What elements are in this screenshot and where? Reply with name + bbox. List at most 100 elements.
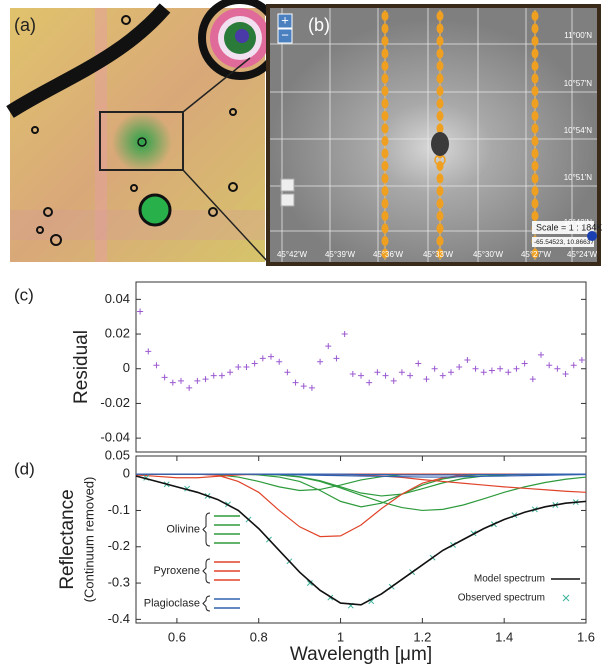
- y-axis-label: Residual: [71, 330, 92, 404]
- track-dot: [531, 186, 539, 196]
- residual-point: [137, 308, 144, 315]
- component-band: [136, 473, 586, 476]
- scale-box: [532, 221, 594, 234]
- residual-point: [521, 360, 528, 367]
- track-dot: [381, 111, 389, 121]
- residual-point: [227, 369, 234, 376]
- residual-point: [333, 355, 340, 362]
- residual-point: [472, 365, 479, 372]
- track-dot: [531, 86, 539, 96]
- x-tick-label: 1.2: [413, 629, 431, 644]
- residual-point: [300, 383, 307, 390]
- zoom-box: [99, 111, 184, 171]
- track-dot: [381, 23, 389, 34]
- residual-point: [456, 364, 463, 370]
- track-dot: [436, 61, 444, 71]
- residual-point: [284, 369, 291, 376]
- legend-brace: [202, 558, 211, 584]
- residual-point: [529, 376, 536, 383]
- residual-point: [439, 372, 446, 379]
- track-dot: [531, 148, 539, 159]
- residual-point: [358, 372, 364, 379]
- track-dot: [531, 73, 539, 84]
- tool-button[interactable]: [280, 178, 295, 192]
- residual-point: [513, 365, 520, 372]
- panel-b: (b) + − Scale = 1 : 184K -65.54523, 10.8…: [266, 4, 602, 266]
- observed-point: [306, 580, 313, 587]
- cursor-box: [532, 237, 594, 247]
- track-dot: [436, 36, 444, 46]
- track-dot: [436, 173, 444, 184]
- track-dot: [531, 161, 539, 171]
- lon-label: 45°24'W: [567, 250, 598, 259]
- track-dot: [436, 236, 444, 246]
- residual-point: [374, 369, 381, 376]
- y-tick-label: -0.4: [108, 611, 130, 626]
- track-dot: [381, 11, 389, 21]
- y-tick-label: 0.02: [105, 325, 130, 340]
- track-dot: [531, 211, 539, 221]
- y-tick-label: -0.2: [108, 538, 130, 553]
- zoom-in[interactable]: [277, 13, 293, 29]
- legend-brace: [202, 595, 211, 612]
- x-tick-label: 0.6: [168, 629, 186, 644]
- y-tick-label: -0.02: [100, 395, 130, 410]
- zoom-out[interactable]: [277, 28, 293, 44]
- lat-label: 10°51'N: [564, 173, 593, 182]
- track-dot: [436, 11, 444, 21]
- crater: [112, 112, 172, 172]
- lon-label: 45°30'W: [473, 250, 504, 259]
- residual-point: [292, 379, 299, 386]
- crater: [431, 132, 449, 156]
- track-dot: [436, 23, 444, 34]
- residual-point: [268, 353, 274, 360]
- panel-label: (d): [14, 459, 35, 478]
- panel-label: (a): [14, 15, 36, 35]
- track-dot: [531, 61, 539, 71]
- residual-point: [178, 377, 184, 384]
- track-dot: [531, 98, 539, 109]
- track-dot: [381, 223, 389, 234]
- scale-text: Scale = 1 : 184K: [536, 222, 602, 232]
- track-dot: [531, 248, 539, 259]
- crater: [138, 193, 172, 227]
- residual-point: [390, 377, 397, 384]
- component-legend-label: Pyroxene: [154, 565, 200, 577]
- track-dot: [381, 98, 389, 109]
- track-dot: [436, 186, 444, 196]
- track-dot: [381, 161, 389, 171]
- lon-label: 45°27'W: [521, 250, 552, 259]
- y-tick-label: -0.1: [108, 502, 130, 517]
- zoom-out-label[interactable]: −: [281, 27, 289, 42]
- component-legend-label: Olivine: [166, 523, 200, 535]
- residual-point: [398, 369, 405, 376]
- residual-point: [243, 364, 250, 370]
- lon-label: 45°36'W: [373, 250, 404, 259]
- residual-point: [153, 362, 160, 369]
- residual-point: [251, 360, 258, 367]
- track-dot: [436, 123, 444, 134]
- x-axis-label: Wavelength [μm]: [290, 644, 432, 664]
- tool-button[interactable]: [280, 193, 295, 207]
- model-line: [135, 475, 587, 606]
- zoom-in-label[interactable]: +: [281, 12, 289, 27]
- locate-button[interactable]: [587, 231, 597, 241]
- panel-a: (a): [6, 0, 282, 263]
- lon-label: 45°42'W: [277, 250, 308, 259]
- track-dot: [531, 23, 539, 34]
- component-legend-label: Plagioclase: [144, 597, 200, 609]
- lon-label: 45°39'W: [325, 250, 356, 259]
- residual-point: [578, 357, 585, 364]
- stripe: [10, 210, 265, 240]
- lat-label: 10°57'N: [564, 79, 593, 88]
- legend-label: Observed spectrum: [458, 593, 545, 604]
- track-dot: [381, 148, 389, 159]
- residual-point: [505, 369, 512, 376]
- residual-point: [235, 364, 242, 370]
- residual-point: [464, 357, 471, 364]
- track-dot: [436, 111, 444, 121]
- lon-label: 45°33'W: [423, 250, 454, 259]
- residual-point: [366, 379, 373, 386]
- residual-point: [562, 370, 569, 377]
- residual-point: [145, 348, 152, 355]
